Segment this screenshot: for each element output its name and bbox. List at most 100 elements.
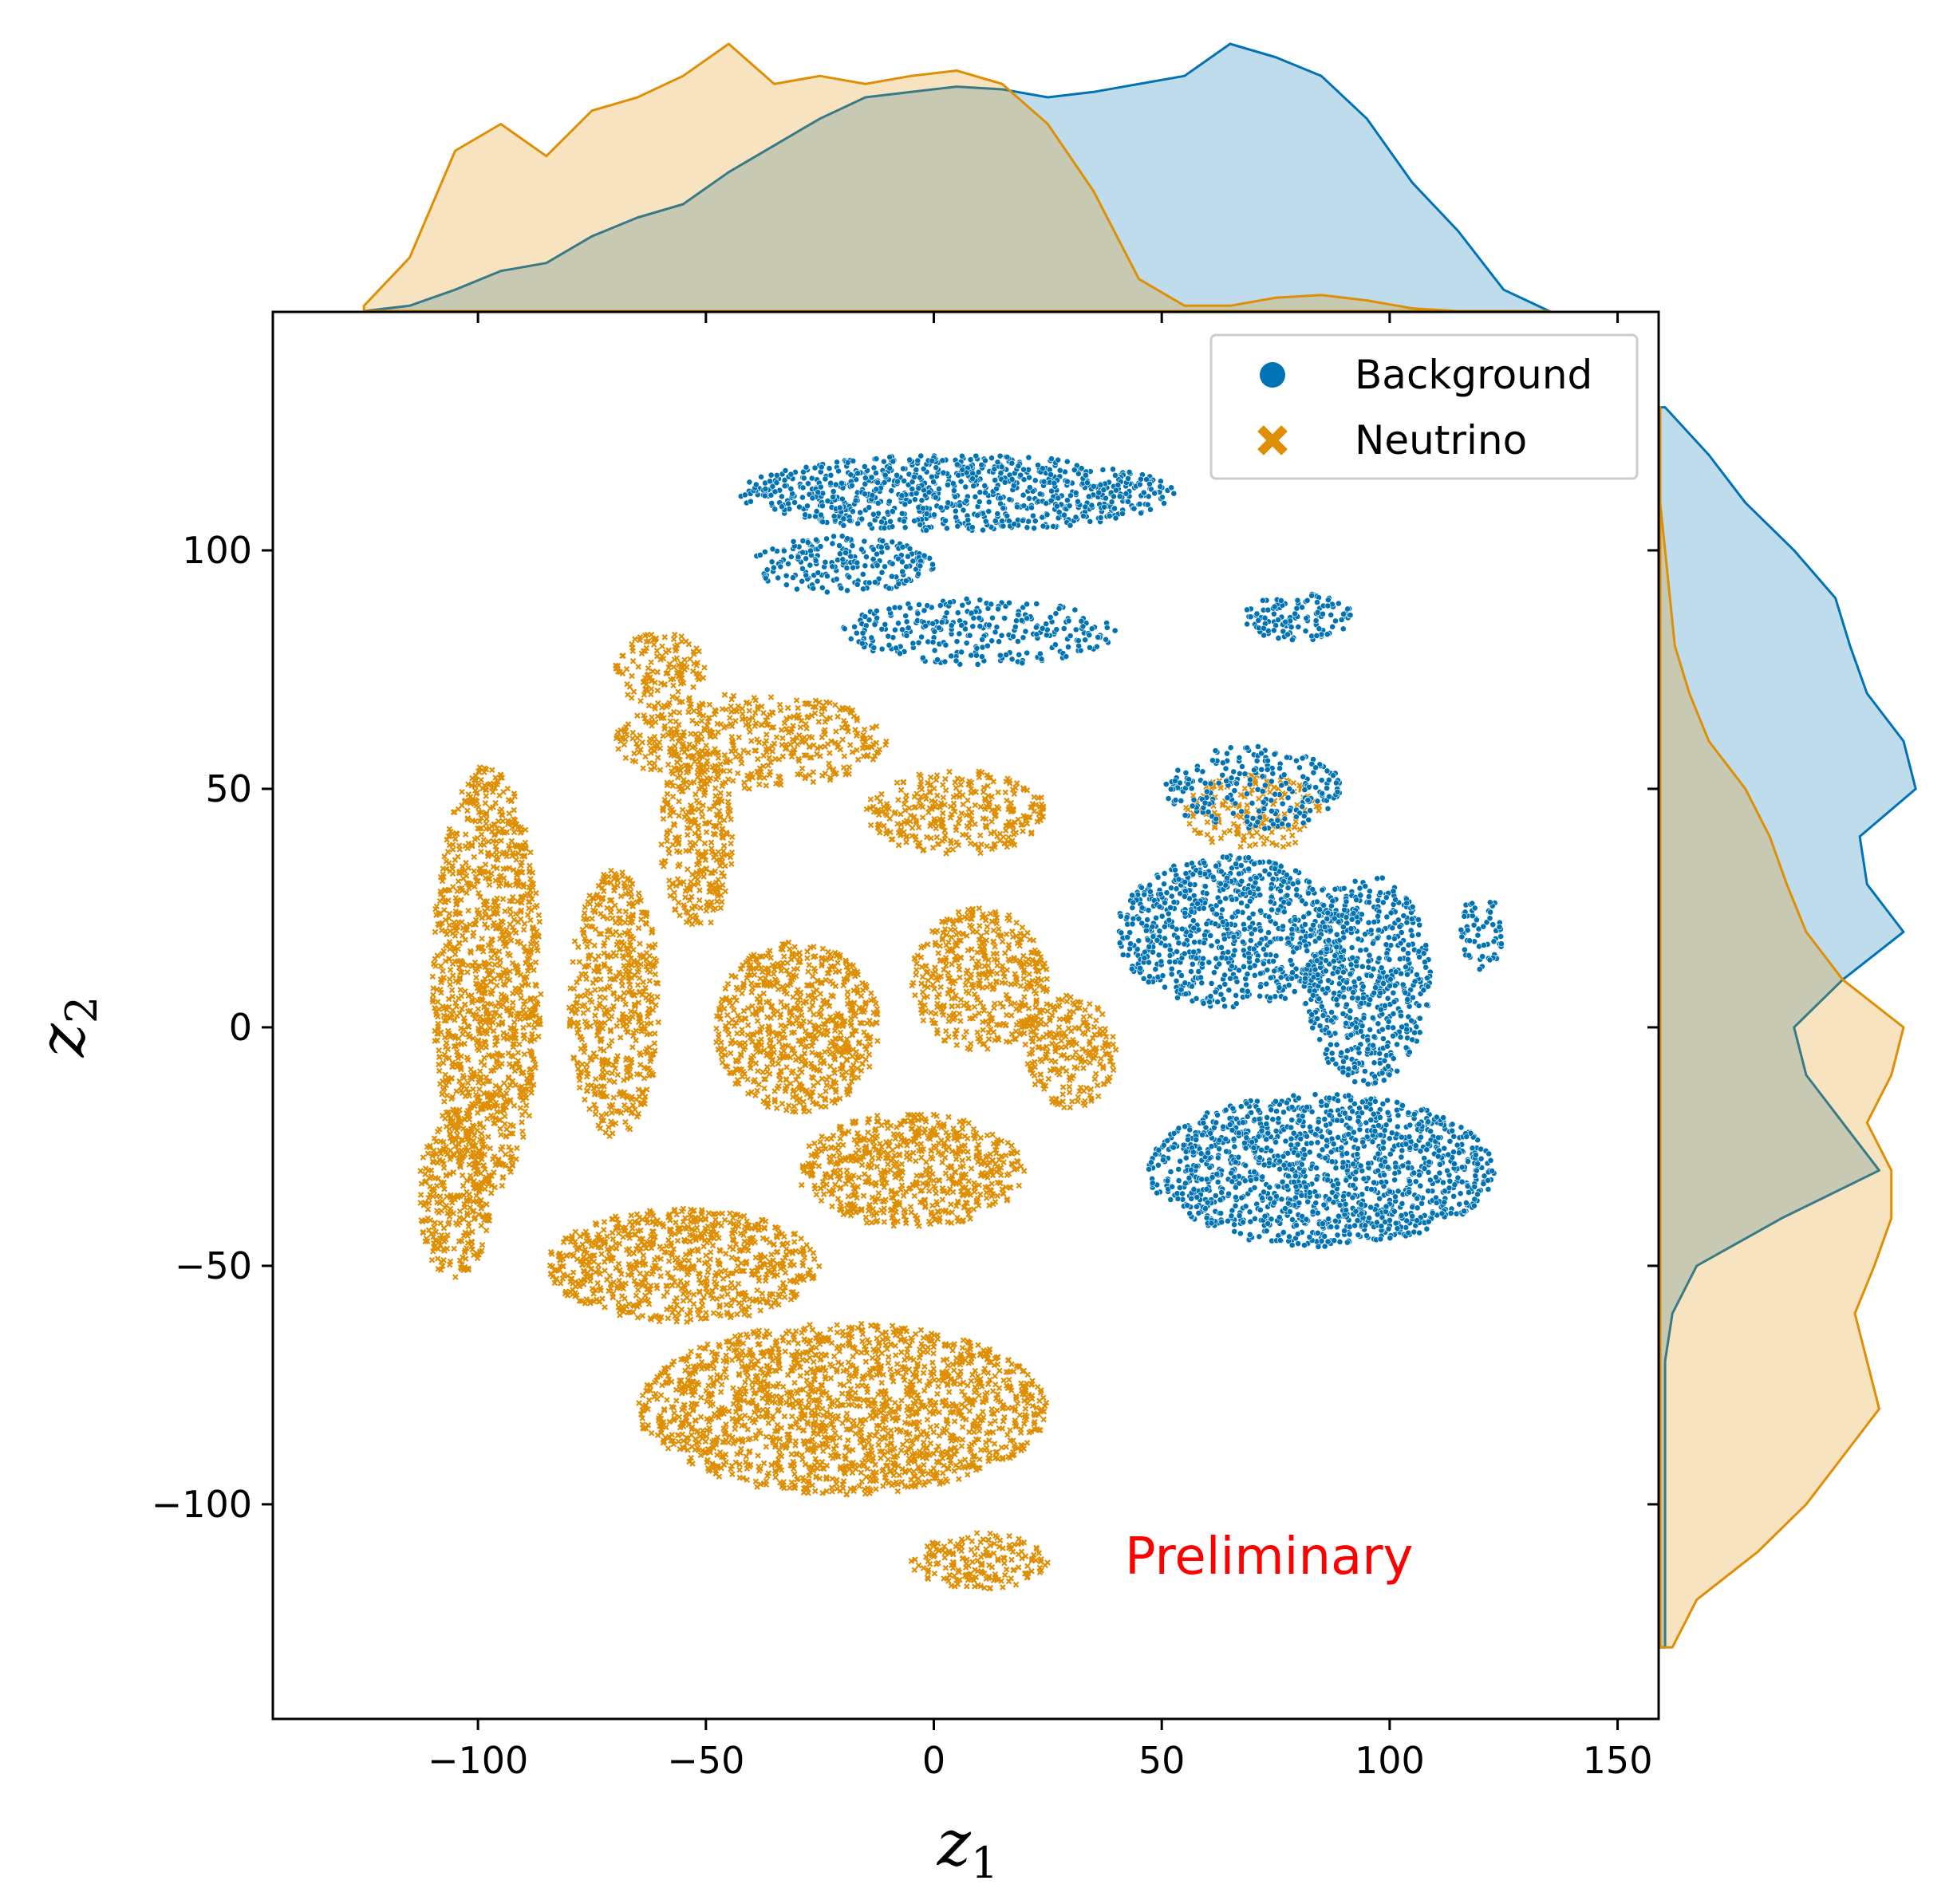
- neutrino-point: [957, 996, 965, 1003]
- neutrino-point: [511, 829, 518, 836]
- neutrino-point: [1001, 950, 1008, 956]
- neutrino-point: [873, 1000, 879, 1007]
- neutrino-point: [756, 1081, 762, 1088]
- neutrino-point: [1020, 976, 1028, 982]
- neutrino-point: [481, 1062, 487, 1069]
- neutrino-point: [684, 831, 691, 838]
- neutrino-point: [696, 887, 703, 893]
- neutrino-point: [1013, 1021, 1020, 1028]
- neutrino-point: [685, 784, 691, 790]
- neutrino-point: [646, 977, 653, 984]
- neutrino-point: [637, 940, 643, 947]
- neutrino-point: [713, 1039, 720, 1046]
- neutrino-point: [977, 850, 984, 857]
- neutrino-point: [527, 862, 533, 869]
- neutrino-point: [739, 1030, 745, 1037]
- neutrino-point: [482, 1185, 488, 1192]
- neutrino-point: [483, 793, 490, 799]
- neutrino-point: [717, 905, 724, 912]
- neutrino-point: [461, 1040, 468, 1047]
- neutrino-point: [863, 1220, 870, 1226]
- neutrino-point: [477, 1014, 483, 1020]
- neutrino-point: [957, 815, 963, 822]
- neutrino-point: [1005, 834, 1012, 841]
- neutrino-point: [952, 926, 958, 933]
- neutrino-point: [974, 1029, 980, 1036]
- neutrino-point: [919, 989, 926, 995]
- neutrino-point: [506, 810, 513, 817]
- neutrino-point: [706, 806, 713, 813]
- neutrino-point: [724, 980, 732, 987]
- neutrino-point: [440, 865, 447, 872]
- neutrino-point: [712, 793, 719, 799]
- neutrino-point: [844, 994, 851, 1001]
- neutrino-point: [992, 944, 998, 950]
- neutrino-point: [778, 968, 784, 974]
- neutrino-point: [894, 779, 901, 786]
- neutrino-point: [502, 1151, 509, 1158]
- neutrino-point: [454, 1012, 460, 1019]
- neutrino-point: [1011, 790, 1018, 798]
- neutrino-point: [511, 806, 518, 814]
- neutrino-point: [984, 842, 990, 850]
- neutrino-point: [923, 1159, 929, 1165]
- neutrino-point: [449, 870, 456, 877]
- neutrino-point: [449, 972, 456, 979]
- neutrino-point: [1099, 1011, 1106, 1018]
- neutrino-point: [480, 837, 487, 843]
- neutrino-point: [687, 839, 694, 846]
- neutrino-point: [625, 1124, 631, 1131]
- neutrino-point: [439, 877, 446, 885]
- neutrino-point: [464, 962, 471, 969]
- neutrino-point: [780, 953, 787, 960]
- neutrino-point: [609, 1038, 615, 1044]
- neutrino-point: [1004, 797, 1010, 804]
- neutrino-point: [519, 1128, 526, 1135]
- neutrino-point: [956, 966, 963, 973]
- neutrino-point: [775, 986, 782, 992]
- neutrino-point: [980, 789, 987, 795]
- neutrino-point: [766, 1070, 773, 1078]
- neutrino-point: [1013, 920, 1020, 926]
- neutrino-point: [778, 1022, 784, 1029]
- neutrino-point: [458, 992, 465, 999]
- neutrino-point: [434, 1256, 441, 1262]
- neutrino-point: [446, 922, 453, 928]
- neutrino-point: [990, 927, 997, 934]
- neutrino-point: [521, 1051, 528, 1058]
- neutrino-point: [969, 924, 975, 930]
- neutrino-point: [587, 1023, 594, 1030]
- neutrino-point: [417, 1192, 424, 1198]
- neutrino-point: [660, 815, 667, 822]
- neutrino-point: [910, 1149, 917, 1157]
- neutrino-point: [927, 774, 934, 781]
- neutrino-point: [839, 1141, 846, 1149]
- neutrino-point: [994, 1192, 1001, 1199]
- neutrino-point: [483, 1044, 490, 1051]
- neutrino-point: [913, 960, 920, 967]
- neutrino-point: [1026, 971, 1032, 978]
- neutrino-point: [1056, 1071, 1063, 1078]
- neutrino-point: [748, 989, 755, 995]
- neutrino-point: [699, 814, 706, 820]
- neutrino-point: [823, 1082, 831, 1089]
- neutrino-point: [446, 956, 452, 963]
- neutrino-point: [752, 1060, 760, 1066]
- neutrino-point: [614, 1071, 621, 1078]
- neutrino-point: [526, 1112, 533, 1119]
- neutrino-point: [819, 1075, 826, 1082]
- neutrino-point: [602, 995, 609, 1001]
- neutrino-point: [586, 1106, 593, 1113]
- neutrino-point: [909, 825, 916, 831]
- neutrino-point: [855, 1174, 862, 1181]
- neutrino-point: [621, 1102, 628, 1109]
- neutrino-point: [933, 825, 939, 832]
- neutrino-point: [492, 1082, 499, 1090]
- neutrino-point: [440, 968, 446, 975]
- neutrino-point: [437, 1220, 444, 1227]
- neutrino-point: [482, 786, 489, 794]
- neutrino-point: [917, 1141, 925, 1147]
- neutrino-point: [507, 937, 515, 944]
- neutrino-point: [957, 1018, 964, 1024]
